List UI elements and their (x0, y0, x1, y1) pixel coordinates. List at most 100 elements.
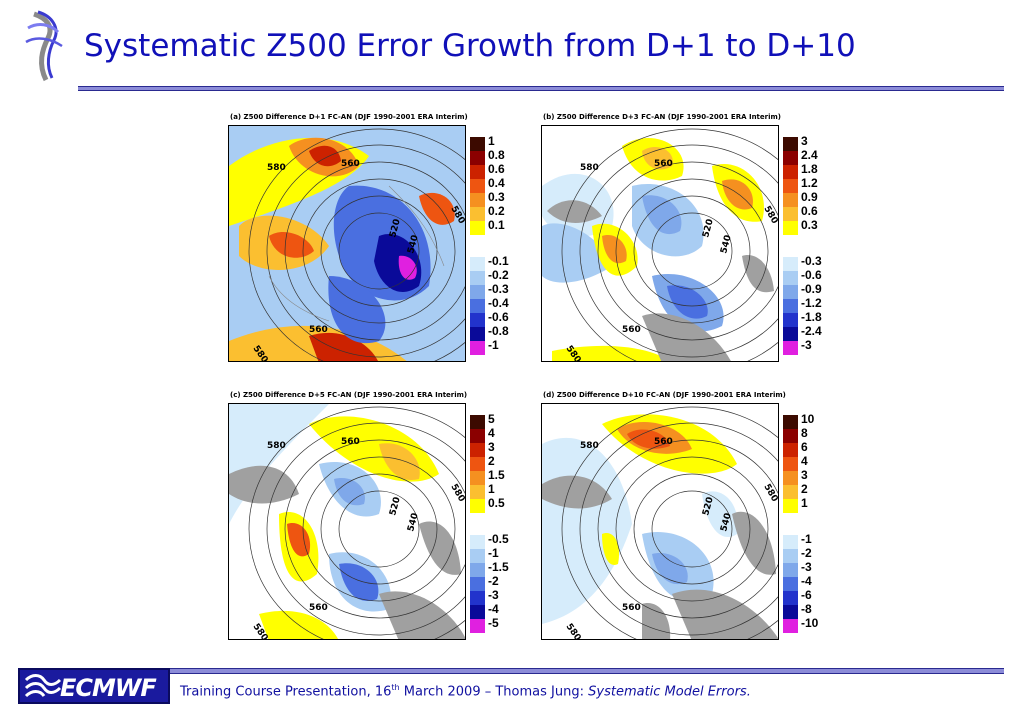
legend-swatch (783, 299, 798, 313)
legend-label: -2 (801, 546, 812, 560)
color-legend: 1 0.8 0.6 0.4 0.3 0.2 0.1 -0.1 -0.2 -0.3… (470, 134, 530, 357)
legend-label: -1 (488, 546, 499, 560)
contour-label: 580 (448, 205, 466, 226)
color-legend: 3 2.4 1.8 1.2 0.9 0.6 0.3 -0.3 -0.6 -0.9… (783, 134, 843, 357)
contour-label: 560 (341, 437, 360, 447)
legend-label: 0.3 (488, 190, 505, 204)
legend-swatch (783, 415, 798, 429)
legend-label: -0.5 (488, 532, 509, 546)
legend-label: 3 (801, 134, 808, 148)
legend-swatch (470, 271, 485, 285)
legend-label: -3 (488, 588, 499, 602)
legend-swatch (470, 341, 485, 355)
contour-label: 540 (719, 512, 734, 533)
footer-text: Training Course Presentation, 16th March… (180, 683, 751, 699)
contour-label: 520 (388, 218, 403, 239)
panel-title: (a) Z500 Difference D+1 FC-AN (DJF 1990-… (230, 113, 468, 121)
legend-swatch (470, 549, 485, 563)
polar-map: 560 580 520 540 580 560 580 (541, 403, 779, 640)
polar-map: 560 580 520 540 580 560 580 (541, 125, 779, 362)
legend-label: -0.3 (488, 282, 509, 296)
legend-swatch (783, 605, 798, 619)
legend-swatch (783, 221, 798, 235)
title-divider (78, 86, 1004, 91)
legend-label: -1 (801, 532, 812, 546)
contour-label: 520 (388, 496, 403, 517)
contour-label: 560 (622, 603, 641, 613)
panel-a: (a) Z500 Difference D+1 FC-AN (DJF 1990-… (228, 113, 518, 363)
contour-label: 580 (267, 163, 286, 173)
legend-swatch (470, 605, 485, 619)
footer-prefix: Training Course Presentation, 16 (180, 684, 392, 700)
legend-swatch (783, 429, 798, 443)
legend-label: 5 (488, 412, 495, 426)
contour-label: 580 (267, 441, 286, 451)
legend-swatch (470, 221, 485, 235)
legend-label: -4 (801, 574, 812, 588)
contour-label: 560 (309, 603, 328, 613)
ecmwf-swirl-logo (24, 8, 74, 84)
legend-swatch (470, 415, 485, 429)
legend-label: -8 (801, 602, 812, 616)
slide-title: Systematic Z500 Error Growth from D+1 to… (84, 28, 856, 64)
legend-swatch (783, 577, 798, 591)
contour-label: 580 (251, 622, 270, 640)
footer-middle: March 2009 – Thomas Jung: (399, 684, 589, 700)
contour-label: 520 (701, 218, 716, 239)
legend-swatch (783, 151, 798, 165)
legend-label: 1.8 (801, 162, 818, 176)
legend-label: 0.1 (488, 218, 505, 232)
legend-swatch (783, 499, 798, 513)
legend-swatch (470, 591, 485, 605)
legend-swatch (470, 257, 485, 271)
legend-label: 8 (801, 426, 808, 440)
legend-swatch (783, 193, 798, 207)
contour-label: 580 (580, 441, 599, 451)
panel-title: (c) Z500 Difference D+5 FC-AN (DJF 1990-… (230, 391, 468, 399)
legend-label: 0.9 (801, 190, 818, 204)
legend-swatch (783, 549, 798, 563)
panel-title: (d) Z500 Difference D+10 FC-AN (DJF 1990… (543, 391, 786, 399)
legend-swatch (470, 563, 485, 577)
legend-swatch (783, 285, 798, 299)
legend-label: 3 (801, 468, 808, 482)
legend-label: -3 (801, 338, 812, 352)
legend-label: -2 (488, 574, 499, 588)
contour-label: 580 (564, 622, 583, 640)
contour-label: 580 (448, 483, 466, 504)
legend-label: 1.2 (801, 176, 818, 190)
contour-label: 560 (341, 159, 360, 169)
panel-title: (b) Z500 Difference D+3 FC-AN (DJF 1990-… (543, 113, 781, 121)
legend-swatch (470, 457, 485, 471)
legend-label: -0.2 (488, 268, 509, 282)
legend-swatch (783, 563, 798, 577)
legend-label: -4 (488, 602, 499, 616)
legend-label: -1.5 (488, 560, 509, 574)
legend-swatch (470, 285, 485, 299)
legend-swatch (783, 165, 798, 179)
ecmwf-waves-icon (24, 674, 62, 698)
contour-label: 560 (309, 325, 328, 335)
footer-divider (170, 668, 1004, 674)
legend-swatch (783, 457, 798, 471)
legend-swatch (783, 207, 798, 221)
legend-label: -0.8 (488, 324, 509, 338)
legend-label: 2 (801, 482, 808, 496)
legend-swatch (783, 619, 798, 633)
contour-label: 540 (719, 234, 734, 255)
contour-label: 580 (761, 205, 779, 226)
footer-sup: th (391, 683, 400, 692)
legend-label: -6 (801, 588, 812, 602)
legend-label: 0.6 (801, 204, 818, 218)
legend-swatch (783, 485, 798, 499)
color-legend: 10 8 6 4 3 2 1 -1 -2 -3 -4 -6 -8 -10 (783, 412, 843, 635)
panel-d: (d) Z500 Difference D+10 FC-AN (DJF 1990… (541, 391, 831, 641)
legend-swatch (470, 151, 485, 165)
legend-label: -1.2 (801, 296, 822, 310)
legend-swatch (783, 535, 798, 549)
legend-swatch (783, 179, 798, 193)
contour-label: 580 (761, 483, 779, 504)
contour-label: 580 (564, 344, 583, 362)
legend-label: 4 (801, 454, 808, 468)
legend-swatch (783, 591, 798, 605)
